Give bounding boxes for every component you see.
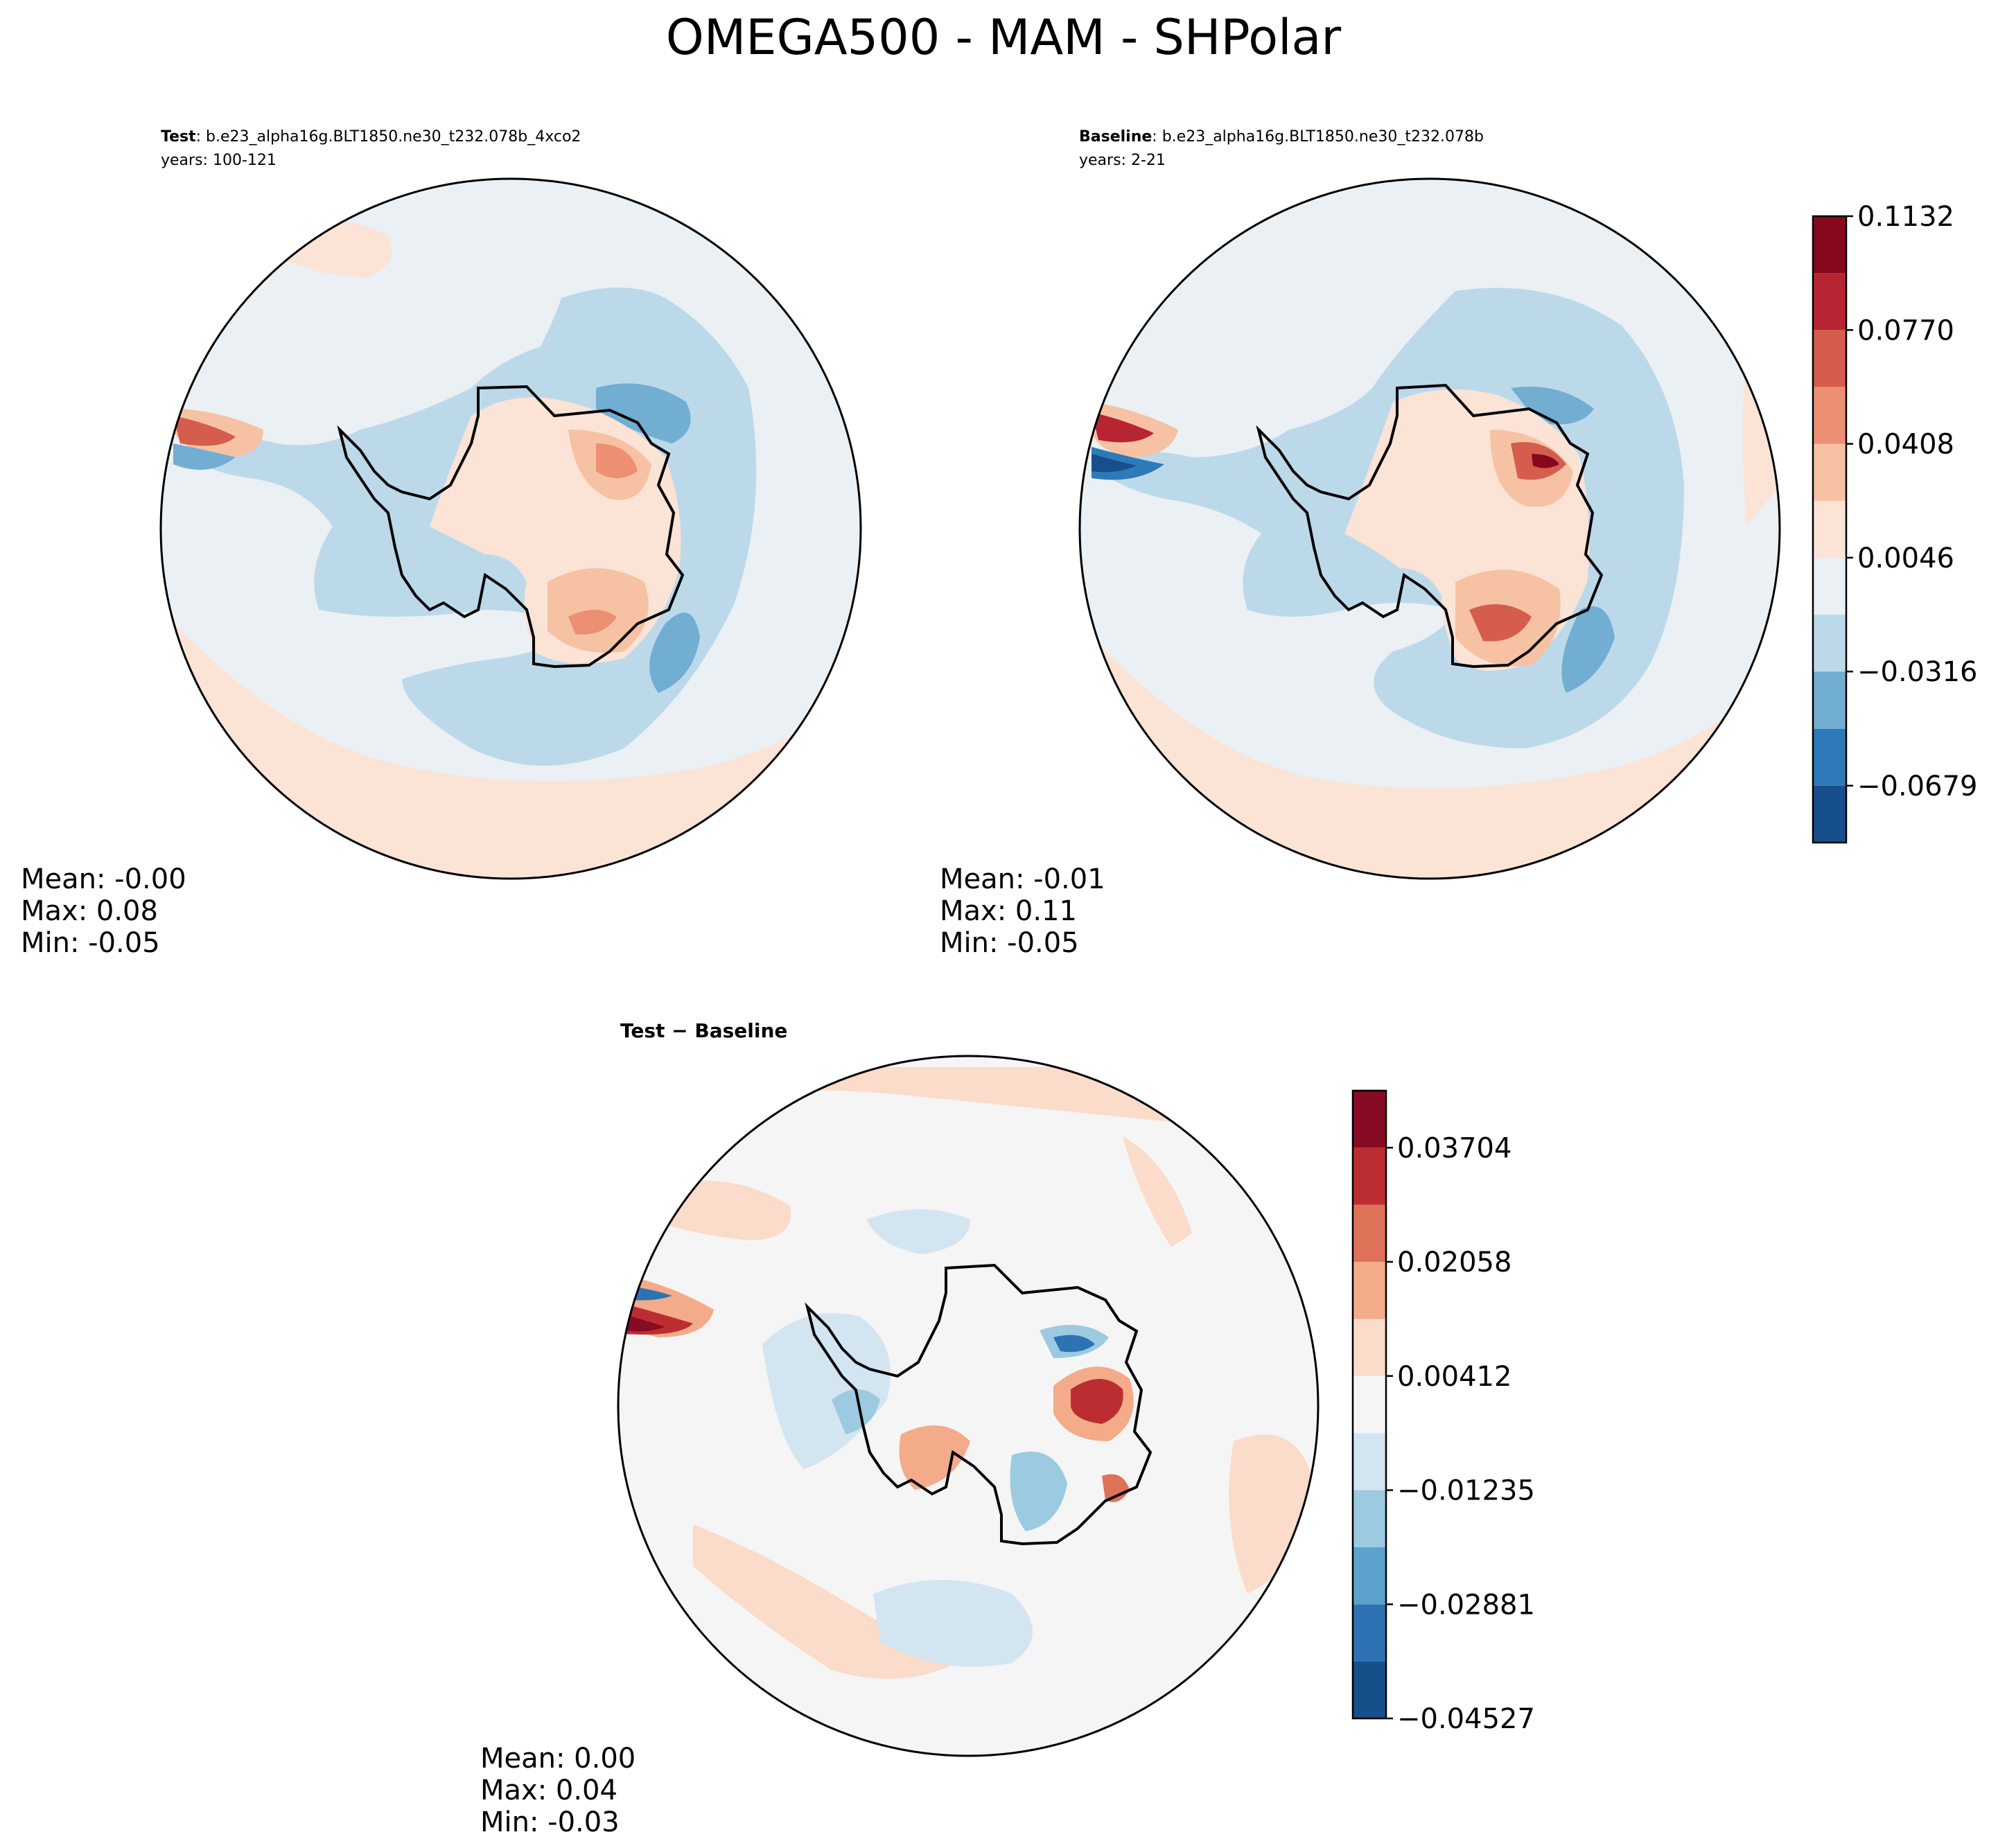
- panel-test: Test: b.e23_alpha16g.BLT1850.ne30_t232.0…: [21, 128, 862, 959]
- cbar-main-tick-label: 0.1132: [1857, 201, 1954, 233]
- cbar-diff-tick-label: −0.01235: [1397, 1475, 1535, 1507]
- field-fill-peninsula-strong-positive: [173, 416, 236, 446]
- panel-baseline-map-boundary: [1078, 177, 1781, 880]
- cbar-diff-tick-label: 0.02058: [1397, 1247, 1511, 1278]
- field-fill-ring-strong-negative: [1511, 387, 1594, 425]
- field-fill-east-strong-negative: [649, 613, 700, 693]
- field-fill-continent-west-positive: [899, 1425, 970, 1490]
- panel-difference-title: Test − Baseline: [620, 1019, 787, 1042]
- figure-title: OMEGA500 - MAM - SHPolar: [666, 9, 1342, 66]
- field-fill-peninsula-strongest-positive: [620, 1313, 665, 1332]
- panel-test-title: Test: b.e23_alpha16g.BLT1850.ne30_t232.0…: [161, 128, 581, 146]
- cbar-main-swatch: [1813, 614, 1846, 672]
- panel-baseline-mean: Mean: -0.01: [940, 863, 1105, 895]
- cbar-diff-swatch: [1353, 1490, 1386, 1547]
- field-fill-continent-negative: [1010, 1452, 1067, 1531]
- colorbar-difference: −0.04527 −0.02881 −0.01235 0.00412 0.02058 0.…: [1351, 1089, 1535, 1735]
- panel-baseline-title-bold: Baseline: [1079, 128, 1152, 146]
- cbar-main-swatch: [1813, 671, 1846, 729]
- field-fill-east-positive: [1229, 1434, 1317, 1594]
- panel-baseline-max: Max: 0.11: [940, 895, 1077, 927]
- cbar-main-swatch: [1813, 443, 1846, 501]
- cbar-main-swatch: [1813, 557, 1846, 615]
- cbar-diff-swatch: [1353, 1147, 1386, 1205]
- panel-test-title-bold: Test: [161, 128, 196, 146]
- panel-difference-mean: Mean: 0.00: [480, 1743, 636, 1775]
- cbar-main-swatch: [1813, 330, 1846, 387]
- cbar-diff-swatch: [1353, 1262, 1386, 1319]
- cbar-diff-tick-label: −0.04527: [1397, 1703, 1535, 1735]
- panel-test-mean: Mean: -0.00: [21, 863, 186, 895]
- panel-difference-map-boundary: [617, 1055, 1320, 1757]
- cbar-diff-tick-label: 0.00412: [1397, 1361, 1511, 1393]
- field-fill-outer-positive: [161, 610, 861, 879]
- field-fill-continent-south-peak: [568, 610, 617, 635]
- cbar-diff-swatch: [1353, 1661, 1386, 1718]
- field-fill-continent-south-positive: [1102, 1474, 1130, 1502]
- field-fill-west-mid-negative: [832, 1389, 880, 1434]
- field-fill-continent-south-peak: [1469, 604, 1532, 642]
- field-fill-west-negative: [762, 1313, 891, 1469]
- cbar-diff-swatch: [1353, 1091, 1386, 1148]
- field-fill-continent-inner-peak: [1532, 454, 1559, 468]
- cbar-diff-swatch: [1353, 1604, 1386, 1662]
- panel-test-coastline: [337, 385, 685, 669]
- panel-difference-field: [618, 1056, 1318, 1756]
- panel-test-years: years: 100-121: [161, 152, 277, 169]
- panel-baseline: Baseline: b.e23_alpha16g.BLT1850.ne30_t2…: [940, 128, 1781, 959]
- field-fill-east-band-positive: [1123, 1136, 1192, 1247]
- panel-test-field: [161, 179, 861, 879]
- cbar-diff-swatch: [1353, 1319, 1386, 1376]
- panel-baseline-years: years: 2-21: [1079, 152, 1166, 169]
- panel-baseline-title: Baseline: b.e23_alpha16g.BLT1850.ne30_t2…: [1079, 128, 1484, 146]
- cbar-main-tick-label: 0.0046: [1857, 543, 1954, 574]
- cbar-diff-swatch: [1353, 1375, 1386, 1434]
- panel-difference-max: Max: 0.04: [480, 1775, 617, 1806]
- cbar-main-tick-label: −0.0316: [1857, 656, 1977, 688]
- field-fill-continent-north-strong-negative: [1053, 1335, 1095, 1353]
- cbar-diff-tick-label: 0.03704: [1397, 1132, 1511, 1164]
- field-fill-north-negative: [866, 1209, 970, 1254]
- cbar-main-swatch: [1813, 216, 1846, 274]
- panel-test-min: Min: -0.05: [21, 927, 160, 959]
- panel-difference-coastline: [805, 1263, 1153, 1546]
- field-fill-continent-peak: [1071, 1379, 1123, 1424]
- cbar-main-tick-label: 0.0408: [1857, 429, 1954, 461]
- cbar-main-swatch: [1813, 387, 1846, 444]
- panel-test-map-boundary: [159, 177, 862, 880]
- cbar-diff-swatch: [1353, 1433, 1386, 1490]
- cbar-main-swatch: [1813, 785, 1846, 843]
- field-fill-peninsula-strong-positive: [1092, 412, 1154, 443]
- panel-baseline-min: Min: -0.05: [940, 927, 1079, 959]
- panel-difference: Test − Baseline Mean: 0.00: [480, 1019, 1320, 1838]
- field-fill-east-strong-negative: [1561, 606, 1615, 693]
- cbar-main-tick-label: −0.0679: [1857, 771, 1977, 802]
- colorbar-main: −0.0679 −0.0316 0.0046 0.0408 0.0770 0.1132: [1812, 201, 1977, 844]
- panel-test-title-rest: : b.e23_alpha16g.BLT1850.ne30_t232.078b_…: [196, 128, 581, 146]
- cbar-diff-swatch: [1353, 1204, 1386, 1262]
- panel-baseline-title-rest: : b.e23_alpha16g.BLT1850.ne30_t232.078b: [1152, 128, 1484, 146]
- panel-test-max: Max: 0.08: [21, 895, 158, 927]
- panel-difference-min: Min: -0.03: [480, 1806, 620, 1838]
- cbar-main-swatch: [1813, 728, 1846, 786]
- field-fill-south-negative: [873, 1580, 1033, 1667]
- cbar-diff-tick-label: −0.02881: [1397, 1589, 1535, 1621]
- cbar-main-swatch: [1813, 273, 1846, 331]
- field-fill-outer-positive: [1080, 624, 1780, 879]
- field-fill-peninsula-negative: [173, 443, 236, 470]
- cbar-diff-frame: [1351, 1089, 1387, 1720]
- field-fill-continent-peak: [596, 443, 638, 478]
- field-fill-ring-strong-negative: [596, 383, 691, 443]
- panel-baseline-field: [1080, 179, 1780, 879]
- cbar-main-swatch: [1813, 500, 1846, 558]
- cbar-main-frame: [1812, 215, 1848, 844]
- panel-baseline-coastline: [1256, 383, 1604, 669]
- cbar-diff-swatch: [1353, 1547, 1386, 1605]
- field-fill-peninsula-strong-negative: [1092, 454, 1137, 473]
- cbar-main-tick-label: 0.0770: [1857, 315, 1954, 346]
